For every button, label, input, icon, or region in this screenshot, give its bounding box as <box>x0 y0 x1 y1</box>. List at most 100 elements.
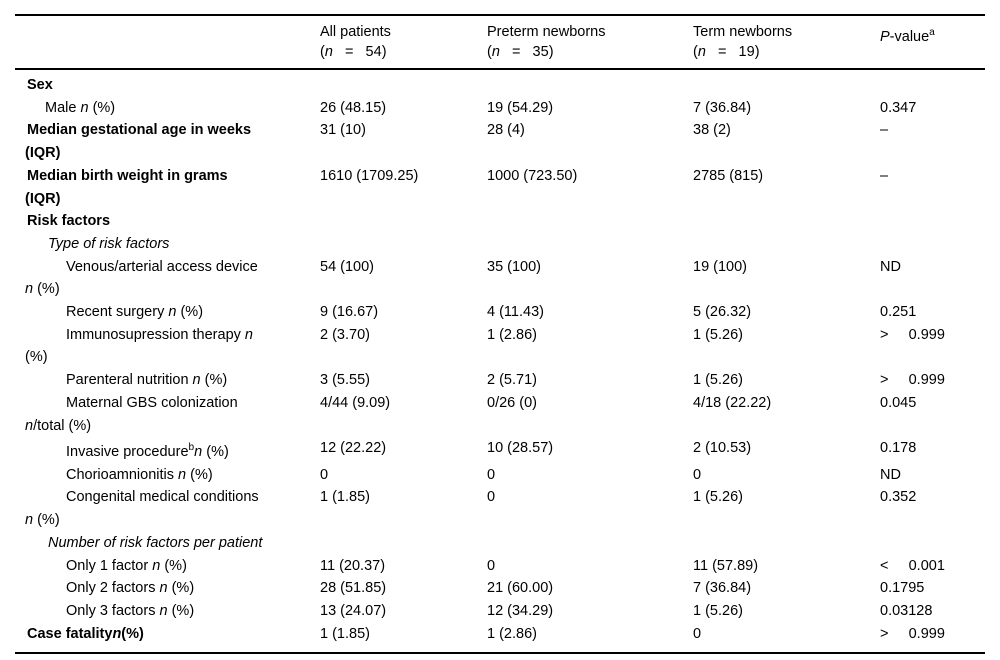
table-row: Maternal GBS colonization n/total (%) 4/44… <box>15 392 985 437</box>
table-row: Median gestational age in weeks (IQR) 31 (… <box>15 119 985 164</box>
cell-value: 1 (5.26) <box>693 603 743 619</box>
table-row: Congenital medical conditions n (%) 1 (1.8… <box>15 486 985 531</box>
bottom-rule <box>15 652 985 655</box>
cell-value: 3 (5.55) <box>320 372 370 389</box>
cell-value: 4 (11.43) <box>487 304 544 321</box>
row-label: Maternal GBS colonization n/total (%) <box>25 394 238 434</box>
top-rule <box>15 14 985 16</box>
cell-value: < 0.001 <box>880 557 945 574</box>
cell-value: 1 (5.26) <box>693 489 743 506</box>
table-row: Immunosupression therapy n (%) 2 (3.70) 1 (… <box>15 324 985 369</box>
cell-value: 1610 (1709.25) <box>320 167 419 184</box>
table-header-row: All patients (n = 54) Preterm newborns (n … <box>15 16 985 68</box>
row-label: Chorioamnionitis n (%) <box>66 466 213 483</box>
cell-value: 0.347 <box>880 99 917 116</box>
cell-value: 1 (1.85) <box>320 625 370 642</box>
table-row: Type of risk factors <box>15 233 985 256</box>
cell-value: 0.03128 <box>880 603 933 619</box>
cell-value: 28 (51.85) <box>320 580 387 597</box>
cell-value: 0.352 <box>880 489 917 506</box>
cell-value: 0.251 <box>880 304 917 321</box>
cell-value: 11 (20.37) <box>320 557 386 574</box>
cell-value: 5 (26.32) <box>693 304 752 321</box>
cell-value: 0 <box>487 466 496 483</box>
table-row: Sex <box>15 74 985 97</box>
cell-value: 7 (36.84) <box>693 580 752 597</box>
cell-value: 11 (57.89) <box>693 557 759 574</box>
cell-value: 1 (2.86) <box>487 326 537 343</box>
row-label: Median birth weight in grams (IQR) <box>25 167 228 207</box>
row-label: Immunosupression therapy n (%) <box>25 326 253 366</box>
table-row: Recent surgery n (%) 9 (16.67) 4 (11.43) 5 … <box>15 301 985 324</box>
row-label: Number of risk factors per patient <box>48 534 263 551</box>
row-label: Only 3 factors n (%) <box>66 603 195 619</box>
table-row: Male n (%) 26 (48.15) 19 (54.29) 7 (36.84) 0… <box>15 97 985 120</box>
row-label: Male n (%) <box>45 99 116 116</box>
column-header-term-newborns: Term newborns (n = 19) <box>693 24 793 60</box>
cell-value: 35 (100) <box>487 258 542 275</box>
cell-value: 4/44 (9.09) <box>320 394 391 411</box>
cell-value: 1 (5.26) <box>693 326 743 343</box>
cell-value: 0 <box>487 557 496 574</box>
row-label: Only 1 factor n (%) <box>66 557 187 574</box>
row-label: Only 2 factors n (%) <box>66 580 195 597</box>
cell-value: 12 (34.29) <box>487 603 554 619</box>
table-body: Sex Male n (%) 26 (48.15) 19 (54.29) 7 (36.8… <box>15 70 985 652</box>
table-row: Only 2 factors n (%) 28 (51.85) 21 (60.00)… <box>15 577 985 600</box>
cell-value: 31 (10) <box>320 122 366 139</box>
cell-value: 54 (100) <box>320 258 375 275</box>
row-label: Median gestational age in weeks (IQR) <box>25 122 252 162</box>
cell-value: 12 (22.22) <box>320 440 387 457</box>
table-row: Invasive procedurebn (%) 12 (22.22) 10 (28… <box>15 437 985 464</box>
table-row: Risk factors <box>15 210 985 233</box>
cell-value: 0 <box>487 489 496 506</box>
cell-value: 0.178 <box>880 440 917 457</box>
row-label: Parenteral nutrition n (%) <box>66 372 228 389</box>
table-row: Chorioamnionitis n (%) 0 0 0 ND <box>15 464 985 487</box>
cell-value: 7 (36.84) <box>693 99 752 116</box>
cell-value: > 0.999 <box>880 326 945 343</box>
cell-value: – <box>880 167 889 184</box>
cell-value: 26 (48.15) <box>320 99 387 116</box>
table-row: Number of risk factors per patient <box>15 532 985 555</box>
cell-value: 2 (5.71) <box>487 372 537 389</box>
cell-value: ND <box>880 466 901 483</box>
cell-value: 1 (2.86) <box>487 625 537 642</box>
cell-value: 10 (28.57) <box>487 440 554 457</box>
row-label: Case fatalityn(%) <box>27 625 144 642</box>
row-label: Risk factors <box>27 213 111 230</box>
cell-value: 19 (100) <box>693 258 748 275</box>
table-row: Case fatalityn(%) 1 (1.85) 1 (2.86) 0 > 0.99… <box>15 623 985 646</box>
cell-value: 0 <box>693 466 702 483</box>
cell-value: 38 (2) <box>693 122 731 139</box>
cell-value: 0 <box>693 625 702 642</box>
cell-value: ND <box>880 258 901 275</box>
cell-value: 2 (3.70) <box>320 326 370 343</box>
table-row: Parenteral nutrition n (%) 3 (5.55) 2 (5.7… <box>15 369 985 392</box>
characteristics-table: All patients (n = 54) Preterm newborns (n … <box>15 14 985 655</box>
cell-value: 0.045 <box>880 394 917 411</box>
column-header-all-patients: All patients (n = 54) <box>320 24 391 60</box>
cell-value: 13 (24.07) <box>320 603 387 619</box>
cell-value: 1 (1.85) <box>320 489 370 506</box>
cell-value: 2785 (815) <box>693 167 764 184</box>
table-row: Median birth weight in grams (IQR) 1610 (1… <box>15 165 985 210</box>
cell-value: 19 (54.29) <box>487 99 554 116</box>
table-row: Only 3 factors n (%) 13 (24.07) 12 (34.29)… <box>15 600 985 623</box>
row-label: Venous/arterial access device n (%) <box>25 258 258 298</box>
column-header-preterm-newborns: Preterm newborns (n = 35) <box>487 24 606 60</box>
cell-value: 28 (4) <box>487 122 525 139</box>
cell-value: 1000 (723.50) <box>487 167 578 184</box>
cell-value: > 0.999 <box>880 372 945 389</box>
cell-value: 0/26 (0) <box>487 394 537 411</box>
cell-value: 21 (60.00) <box>487 580 554 597</box>
cell-value: > 0.999 <box>880 625 945 642</box>
row-label: Recent surgery n (%) <box>66 304 204 321</box>
cell-value: 0.1795 <box>880 580 925 597</box>
header-separator-rule <box>15 68 985 70</box>
row-label: Congenital medical conditions n (%) <box>25 489 259 529</box>
cell-value: 0 <box>320 466 329 483</box>
cell-value: 1 (5.26) <box>693 372 743 389</box>
column-header-p-value: P-valuea <box>880 27 935 45</box>
row-label: Type of risk factors <box>48 235 170 252</box>
